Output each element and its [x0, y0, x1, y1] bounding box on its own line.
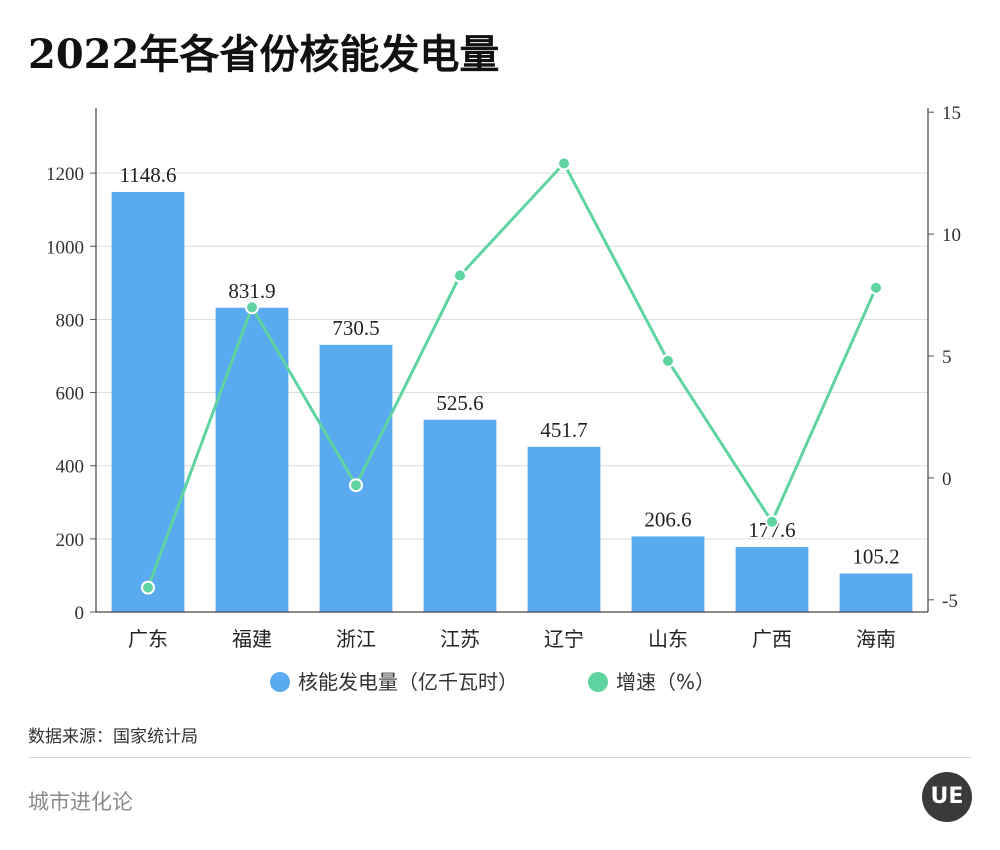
brand-name: 城市进化论: [28, 790, 133, 814]
growth-line: [146, 160, 878, 589]
category-label: 广西: [752, 627, 792, 651]
growth-point: [557, 156, 571, 171]
category-label: 广东: [128, 627, 168, 651]
brand-logo: UE: [922, 772, 972, 822]
growth-point: [141, 580, 155, 595]
category-label: 浙江: [336, 627, 376, 651]
legend: 核能发电量（亿千瓦时） 增速（%）: [270, 670, 715, 694]
growth-point: [349, 478, 363, 493]
data-source: 数据来源：国家统计局: [28, 727, 198, 747]
chart-title: 2022年各省份核能发电量: [28, 31, 500, 78]
bar-value-label: 730.5: [332, 316, 379, 340]
growth-point: [661, 353, 675, 368]
category-label: 海南: [856, 627, 896, 651]
left-tick-label: 800: [56, 310, 85, 331]
bar: [527, 446, 601, 612]
legend-label-bar: 核能发电量（亿千瓦时）: [298, 670, 518, 694]
right-tick-label: 10: [942, 225, 961, 246]
line-series: [141, 156, 883, 595]
bar: [839, 573, 913, 612]
bar: [423, 419, 497, 612]
bar: [111, 191, 185, 613]
bar: [735, 547, 809, 612]
category-label: 山东: [648, 627, 688, 651]
left-tick-label: 0: [75, 603, 85, 624]
legend-label-line: 增速（%）: [616, 670, 715, 694]
left-tick-label: 1000: [46, 237, 84, 258]
bar: [215, 307, 289, 612]
category-label: 江苏: [440, 627, 480, 651]
bar-value-label: 1148.6: [120, 163, 177, 187]
right-tick-label: -5: [942, 591, 958, 612]
bar-value-label: 831.9: [228, 279, 275, 303]
category-label: 辽宁: [544, 627, 584, 651]
bar: [631, 536, 705, 612]
bar-value-label: 451.7: [540, 418, 587, 442]
category-label: 福建: [232, 627, 272, 651]
bar-value-label: 525.6: [436, 391, 483, 415]
divider: [28, 757, 972, 758]
left-tick-label: 400: [56, 457, 85, 478]
bar-value-label: 105.2: [852, 545, 899, 569]
right-tick-label: 5: [942, 347, 952, 368]
left-tick-label: 1200: [46, 164, 84, 185]
left-tick-label: 200: [56, 530, 85, 551]
right-tick-label: 15: [942, 103, 961, 124]
bar-value-label: 206.6: [644, 507, 691, 531]
axes: 0 200 400 600 800 1000 1200 -5 0 5 10 15 广东 福建 浙江 江苏 辽宁 山…: [46, 103, 961, 651]
growth-point: [765, 514, 779, 529]
left-tick-label: 600: [56, 384, 85, 405]
growth-point: [245, 300, 259, 315]
growth-point: [453, 268, 467, 283]
legend-marker-bar: [270, 672, 290, 692]
growth-point: [869, 280, 883, 295]
right-tick-label: 0: [942, 469, 952, 490]
legend-marker-line: [588, 672, 608, 692]
